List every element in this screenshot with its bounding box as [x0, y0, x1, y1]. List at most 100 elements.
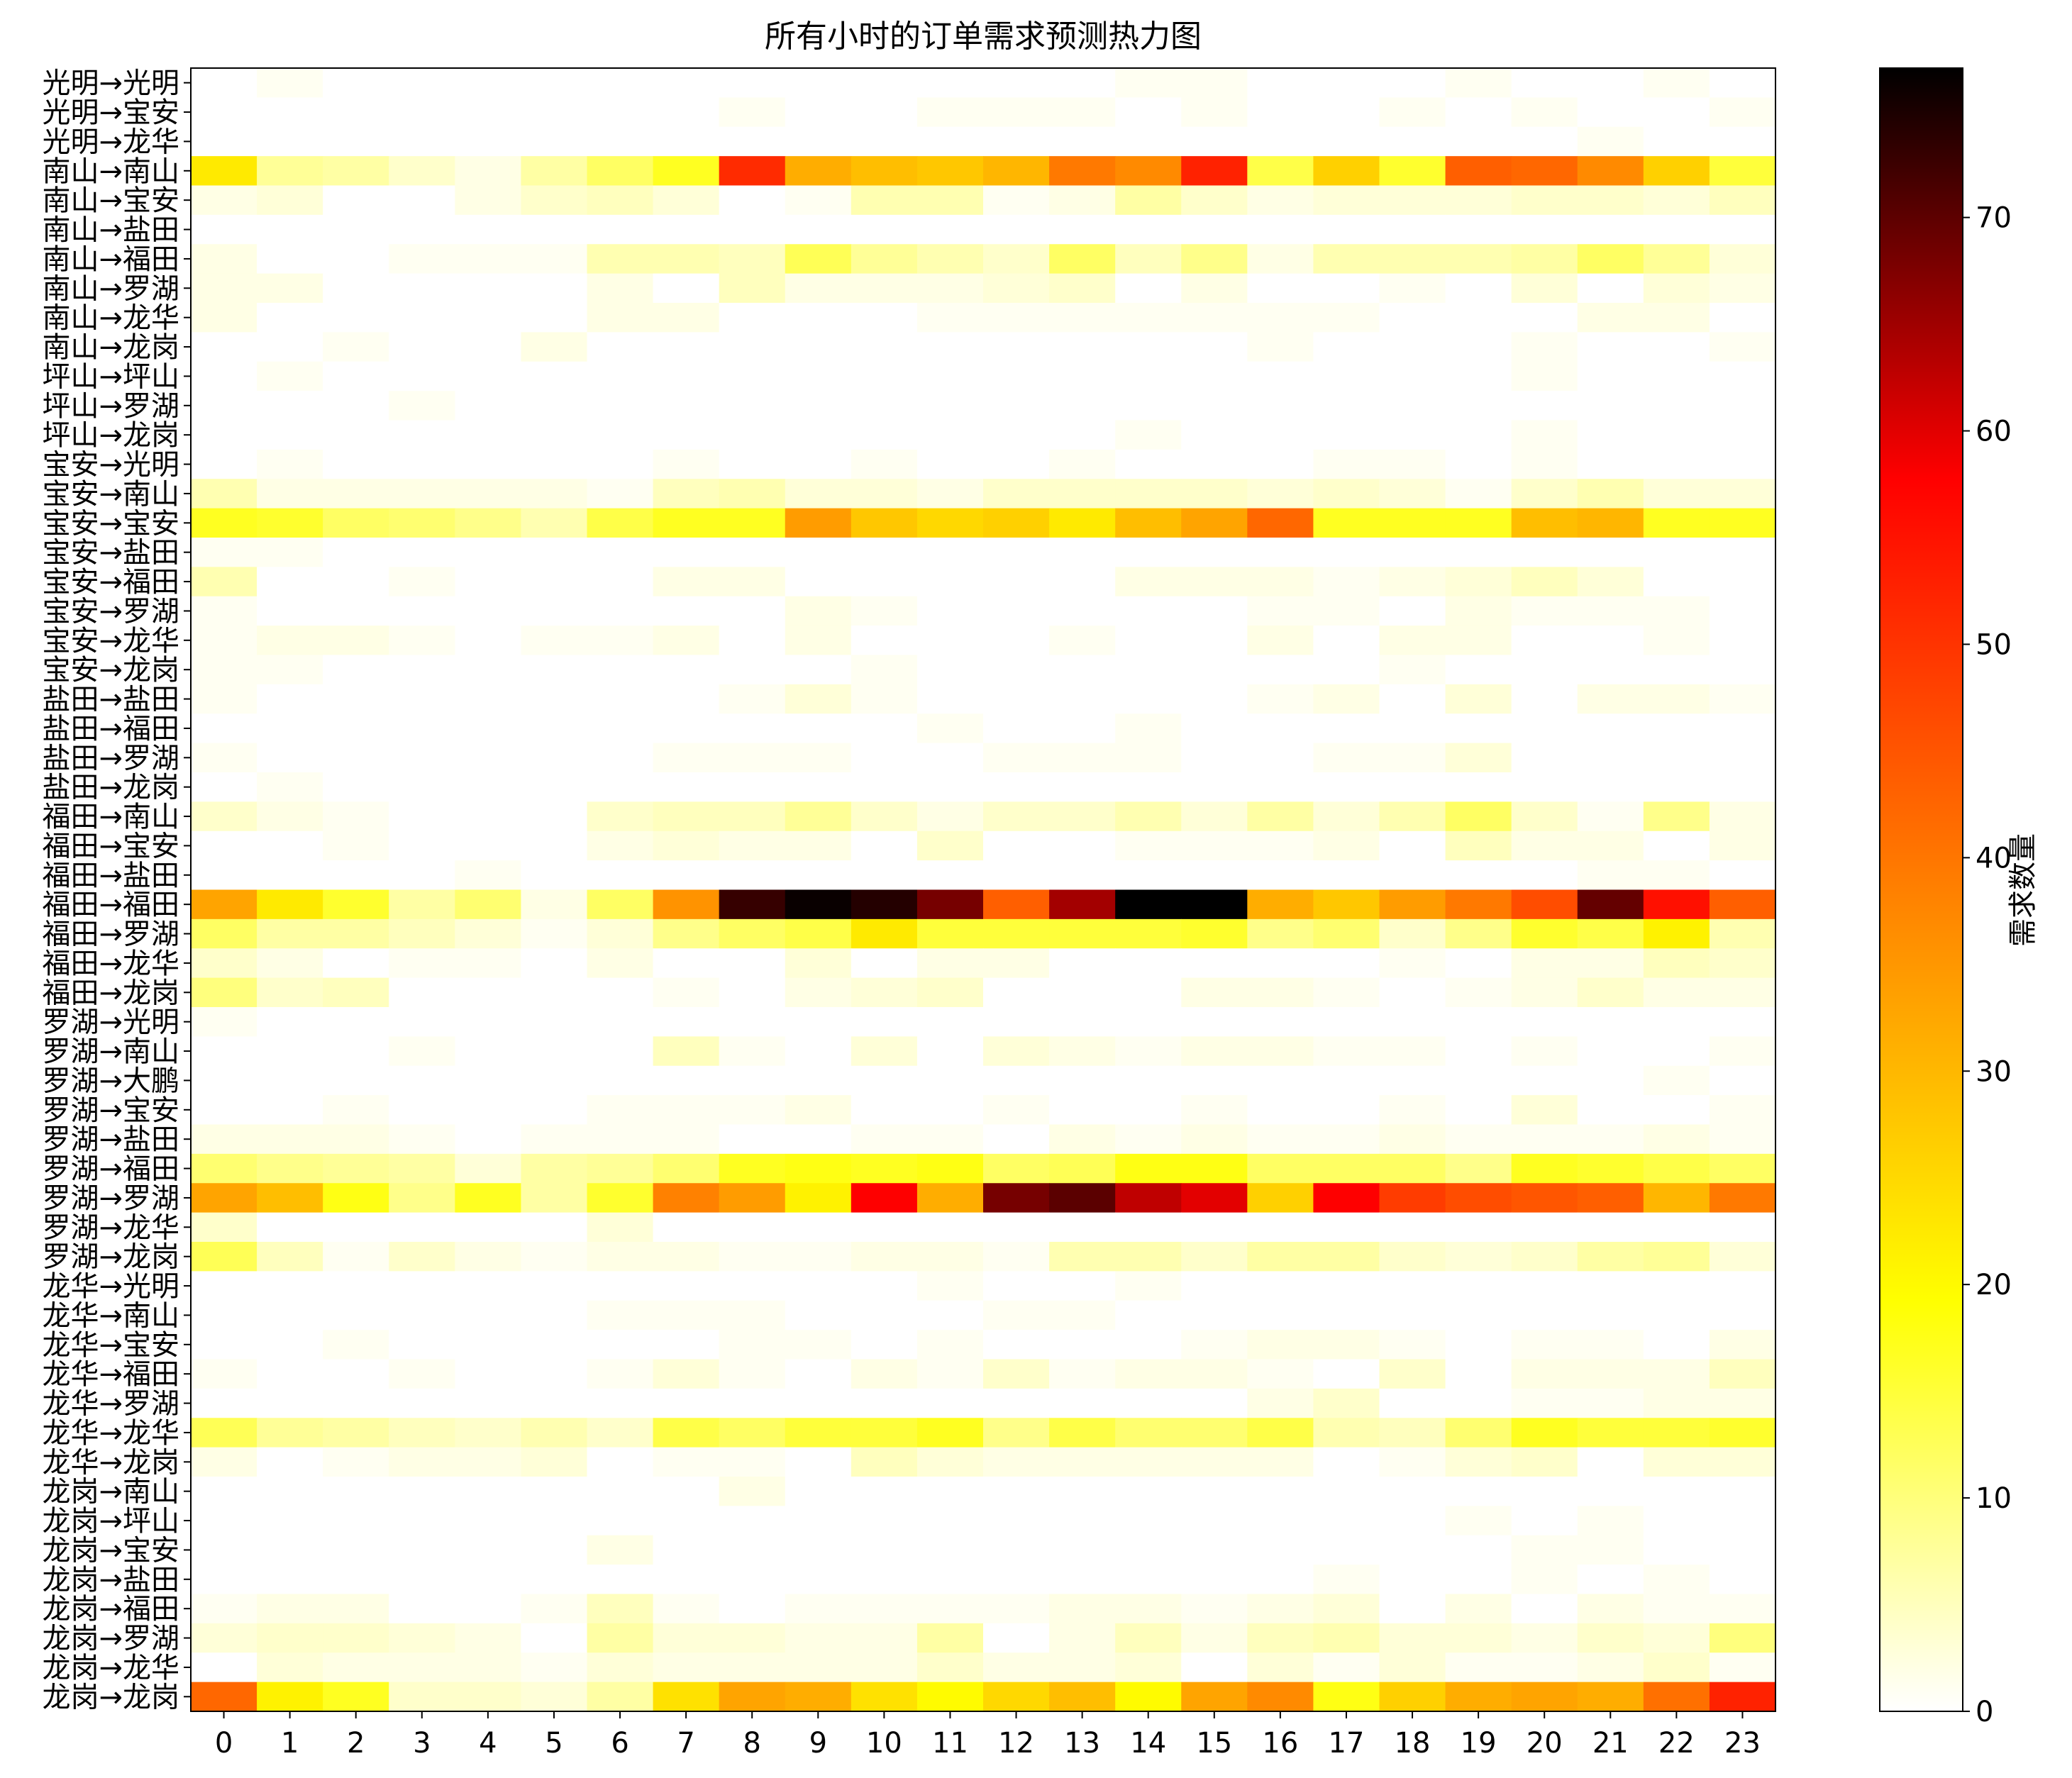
- y-tick-label: 龙岗→龙华: [42, 1652, 179, 1684]
- heatmap-cell: [1446, 1448, 1512, 1477]
- heatmap-cell: [851, 1535, 918, 1565]
- heatmap-cell: [191, 1301, 257, 1330]
- heatmap-cell: [917, 97, 984, 127]
- heatmap-cell: [1578, 772, 1644, 802]
- heatmap-cell: [1446, 156, 1512, 186]
- heatmap-cell: [851, 1213, 918, 1243]
- heatmap-cell: [719, 1418, 786, 1448]
- heatmap-cell: [191, 919, 257, 949]
- heatmap-cell: [1313, 831, 1380, 861]
- x-tick-label: 6: [611, 1727, 628, 1760]
- heatmap-cell: [983, 1389, 1050, 1418]
- heatmap-cell: [389, 1360, 455, 1389]
- heatmap-cell: [587, 890, 654, 920]
- heatmap-cell: [191, 831, 257, 861]
- heatmap-cell: [1578, 1301, 1644, 1330]
- heatmap-cell: [1710, 1448, 1776, 1477]
- heatmap-cell: [1247, 479, 1314, 509]
- heatmap-cell: [1115, 244, 1182, 274]
- heatmap-cell: [257, 1565, 323, 1594]
- heatmap-cell: [917, 1389, 984, 1418]
- heatmap-cell: [1313, 860, 1380, 890]
- heatmap-cell: [1710, 244, 1776, 274]
- heatmap-cell: [191, 948, 257, 978]
- heatmap-cell: [1578, 890, 1644, 920]
- heatmap-cell: [1644, 244, 1710, 274]
- heatmap-cell: [1115, 1213, 1182, 1243]
- heatmap-cell: [1115, 1095, 1182, 1125]
- heatmap-cell: [257, 1183, 323, 1213]
- heatmap-cell: [1710, 1506, 1776, 1535]
- y-tick-label: 宝安→罗湖: [42, 595, 179, 628]
- heatmap-cell: [653, 684, 720, 714]
- heatmap-cell: [257, 1535, 323, 1565]
- heatmap-cell: [851, 567, 918, 596]
- heatmap-cell: [1247, 1535, 1314, 1565]
- heatmap-cell: [1049, 567, 1116, 596]
- heatmap-cell: [653, 1183, 720, 1213]
- heatmap-cell: [1578, 1125, 1644, 1155]
- heatmap-cell: [389, 1418, 455, 1448]
- heatmap-cell: [1247, 274, 1314, 304]
- heatmap-cell: [1380, 244, 1446, 274]
- heatmap-cell: [455, 1154, 521, 1184]
- heatmap-cell: [719, 596, 786, 626]
- heatmap-cell: [1049, 596, 1116, 626]
- heatmap-cell: [851, 1682, 918, 1712]
- heatmap-cell: [455, 215, 521, 245]
- heatmap-cell: [257, 1154, 323, 1184]
- heatmap-cell: [1313, 244, 1380, 274]
- heatmap-cell: [1512, 1183, 1578, 1213]
- heatmap-cell: [1247, 1418, 1314, 1448]
- heatmap-cell: [389, 1301, 455, 1330]
- x-tick-label: 22: [1658, 1727, 1695, 1760]
- heatmap-cell: [785, 1125, 852, 1155]
- heatmap-cell: [1115, 801, 1182, 831]
- heatmap-cell: [1710, 978, 1776, 1008]
- heatmap-cell: [1049, 391, 1116, 421]
- heatmap-cell: [1578, 479, 1644, 509]
- heatmap-cell: [719, 1360, 786, 1389]
- heatmap-cell: [257, 978, 323, 1008]
- heatmap-cell: [917, 831, 984, 861]
- heatmap-cell: [1380, 68, 1446, 98]
- heatmap-cell: [851, 743, 918, 773]
- heatmap-cell: [1247, 1183, 1314, 1213]
- heatmap-cell: [1049, 1623, 1116, 1653]
- heatmap-cell: [917, 362, 984, 391]
- heatmap-cell: [323, 1301, 389, 1330]
- heatmap-cell: [1710, 509, 1776, 538]
- heatmap-cell: [521, 1389, 587, 1418]
- heatmap-cell: [191, 421, 257, 450]
- heatmap-cell: [455, 1301, 521, 1330]
- heatmap-cell: [1380, 567, 1446, 596]
- heatmap-cell: [1049, 1418, 1116, 1448]
- heatmap-cell: [587, 1477, 654, 1506]
- heatmap-cell: [191, 127, 257, 157]
- heatmap-cell: [983, 303, 1050, 333]
- heatmap-cell: [719, 684, 786, 714]
- heatmap-cell: [389, 127, 455, 157]
- heatmap-cell: [1313, 186, 1380, 216]
- heatmap-cell: [1446, 97, 1512, 127]
- heatmap-cell: [1049, 1330, 1116, 1360]
- heatmap-cell: [323, 303, 389, 333]
- heatmap-cell: [1313, 1623, 1380, 1653]
- heatmap-cell: [1578, 1183, 1644, 1213]
- heatmap-cell: [1644, 1242, 1710, 1272]
- heatmap-cell: [257, 1360, 323, 1389]
- heatmap-cell: [785, 713, 852, 743]
- heatmap-cell: [1049, 421, 1116, 450]
- heatmap-cell: [455, 743, 521, 773]
- x-tick-label: 14: [1130, 1727, 1166, 1760]
- heatmap-cell: [1247, 244, 1314, 274]
- heatmap-cell: [323, 215, 389, 245]
- heatmap-cell: [983, 1095, 1050, 1125]
- heatmap-cell: [1115, 860, 1182, 890]
- heatmap-cell: [1644, 684, 1710, 714]
- heatmap-cell: [1512, 186, 1578, 216]
- heatmap-cell: [1115, 391, 1182, 421]
- heatmap-cell: [521, 948, 587, 978]
- heatmap-cell: [917, 713, 984, 743]
- heatmap-cell: [983, 626, 1050, 655]
